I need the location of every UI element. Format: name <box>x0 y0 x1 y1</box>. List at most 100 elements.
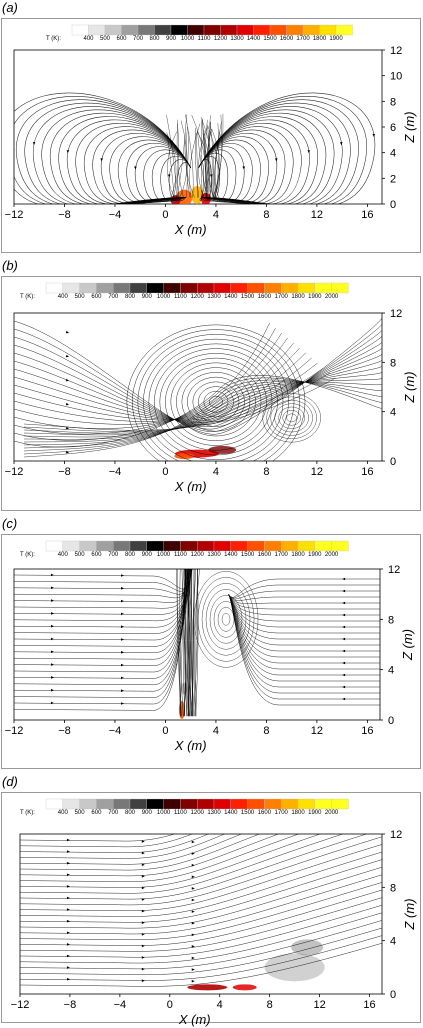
z-tick-label: 0 <box>388 715 394 727</box>
streamline <box>186 131 190 198</box>
colorbar-cell <box>62 282 80 294</box>
streamline-arrow <box>51 624 54 628</box>
streamline <box>20 834 193 848</box>
x-tick-label: −12 <box>5 466 24 478</box>
colorbar-cell <box>180 798 198 810</box>
streamline-arrow <box>65 426 69 430</box>
streamline <box>198 116 318 204</box>
streamlines <box>20 834 382 991</box>
panel-label: (b) <box>2 258 18 273</box>
streamline <box>23 352 306 440</box>
streamline-arrow <box>66 919 70 923</box>
z-tick-label: 12 <box>388 564 400 576</box>
streamline-arrow <box>66 943 70 946</box>
colorbar-tick-label: 1100 <box>198 36 212 42</box>
x-tick-label: 4 <box>217 999 223 1011</box>
colorbar-cell <box>163 798 181 810</box>
streamline <box>202 119 208 198</box>
streamline <box>20 834 322 888</box>
streamline <box>183 569 188 717</box>
streamline-arrow <box>121 587 124 590</box>
colorbar-cell <box>319 24 337 36</box>
colorbar-tick-label: 1700 <box>275 810 289 816</box>
z-tick-label: 12 <box>390 45 402 57</box>
streamline <box>20 844 382 911</box>
streamline <box>20 834 368 900</box>
streamline <box>176 123 184 198</box>
colorbar-cell <box>269 24 287 36</box>
colorbar-tick-label: 1300 <box>230 36 244 42</box>
z-tick-label: 12 <box>390 308 402 320</box>
streamline-arrow <box>141 875 145 878</box>
colorbar-tick-label: 900 <box>166 36 177 42</box>
colorbar-cell <box>79 540 97 552</box>
colorbar-cell <box>187 24 205 36</box>
x-tick-label: 16 <box>363 999 375 1011</box>
streamline <box>23 362 318 436</box>
streamline <box>160 156 191 202</box>
streamline <box>167 135 175 198</box>
colorbar-tick-label: 600 <box>91 552 102 558</box>
colorbar-cell <box>297 540 315 552</box>
streamline-arrow <box>342 601 346 605</box>
colorbar-cell <box>331 540 349 552</box>
colorbar-cell <box>314 798 332 810</box>
streamline-arrow <box>191 887 195 890</box>
x-tick-label: 8 <box>263 209 269 221</box>
colorbar-cell <box>335 24 353 36</box>
streamline <box>14 96 191 204</box>
x-tick-label: 0 <box>162 725 168 737</box>
streamline-arrow <box>191 979 195 983</box>
colorbar-cell <box>230 282 248 294</box>
z-tick-label: 4 <box>388 665 394 677</box>
x-axis: −12 −8 −4 0 4 8 12 16 X (m) <box>5 720 374 753</box>
colorbar-tick-label: 1000 <box>157 552 171 558</box>
colorbar-cell <box>197 540 215 552</box>
panel-b: (b)T (K): 400 500 600 700 800 900 1000 1100 1200 1… <box>1 258 421 511</box>
colorbar: T (K): 400 500 600 700 800 900 1000 1100 1200 1300… <box>20 282 349 300</box>
streamlines <box>14 317 382 461</box>
streamline <box>195 127 200 198</box>
streamline <box>14 377 382 422</box>
colorbar-tick-label: 1500 <box>241 810 255 816</box>
streamline <box>126 143 191 203</box>
streamline-arrow <box>191 910 195 913</box>
streamline <box>14 329 382 430</box>
z-tick-label: 8 <box>390 882 396 894</box>
x-axis-label: X (m) <box>174 479 207 494</box>
temperature-region <box>187 984 228 991</box>
streamline-arrow <box>121 651 124 654</box>
panel-label: (d) <box>2 774 18 789</box>
streamline-arrow <box>141 956 145 959</box>
colorbar-tick-label: 500 <box>75 294 86 300</box>
colorbar-cell <box>197 282 215 294</box>
streamline <box>193 569 200 717</box>
streamline-arrow <box>191 945 195 948</box>
colorbar-cell <box>45 540 63 552</box>
streamline-arrow <box>121 702 124 705</box>
colorbar-cell <box>96 540 114 552</box>
colorbar-cell <box>79 798 97 810</box>
colorbar-title: T (K): <box>20 294 35 300</box>
colorbar-cell <box>203 24 221 36</box>
x-tick-label: 0 <box>162 209 168 221</box>
streamline <box>14 317 382 435</box>
colorbar-tick-label: 1200 <box>191 294 205 300</box>
streamline <box>176 569 181 717</box>
z-tick-label: 0 <box>390 989 396 1001</box>
z-tick-label: 2 <box>390 173 396 185</box>
streamline-arrow <box>66 908 70 911</box>
streamline <box>14 92 191 204</box>
streamline <box>20 904 382 958</box>
colorbar-cell <box>170 24 188 36</box>
colorbar-cell <box>264 282 282 294</box>
x-tick-label: −8 <box>58 466 71 478</box>
x-tick-label: −8 <box>58 209 71 221</box>
colorbar-cell <box>146 282 164 294</box>
streamline-arrow <box>65 330 69 334</box>
streamline <box>23 372 330 432</box>
streamline <box>20 834 344 894</box>
streamline <box>23 332 282 452</box>
colorbar-tick-label: 1500 <box>241 552 255 558</box>
x-tick-label: −4 <box>109 466 122 478</box>
